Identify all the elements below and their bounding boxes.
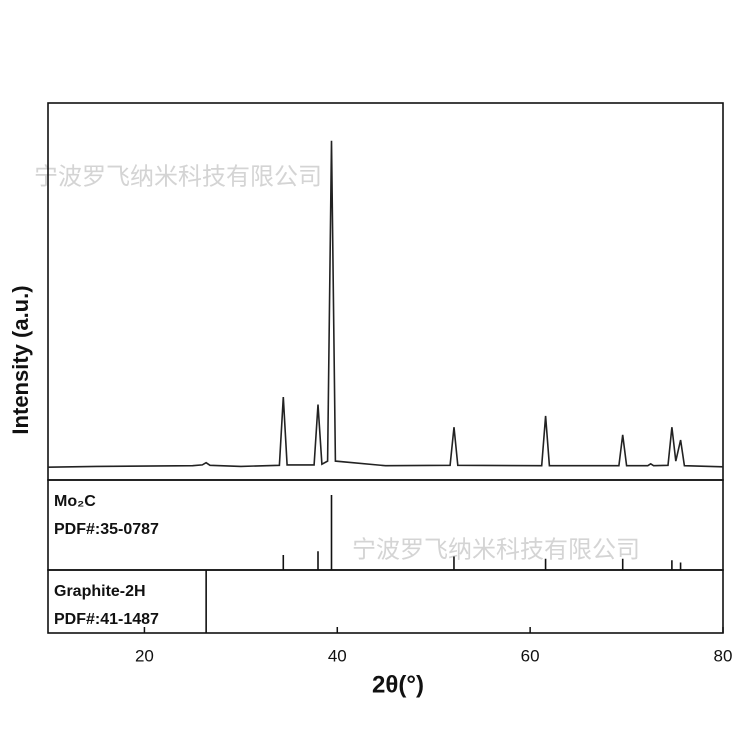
xrd-pattern	[47, 140, 724, 468]
x-tick-label: 80	[714, 646, 733, 665]
phase-label: Mo₂C	[54, 493, 96, 510]
x-tick-label: 20	[135, 646, 154, 665]
phase-label: Graphite-2H	[54, 583, 146, 600]
x-tick-label: 60	[521, 646, 540, 665]
panel-frame	[47, 102, 724, 481]
y-axis-label: Intensity (a.u.)	[8, 285, 33, 434]
pdf-card: PDF#:41-1487	[54, 611, 159, 628]
panel-frame	[47, 569, 724, 634]
x-tick-label: 40	[328, 646, 347, 665]
x-axis-label: 2θ(°)	[372, 671, 424, 698]
pdf-card: PDF#:35-0787	[54, 521, 159, 538]
watermark: 宁波罗飞纳米科技有限公司	[352, 536, 640, 563]
watermark: 宁波罗飞纳米科技有限公司	[34, 163, 322, 190]
